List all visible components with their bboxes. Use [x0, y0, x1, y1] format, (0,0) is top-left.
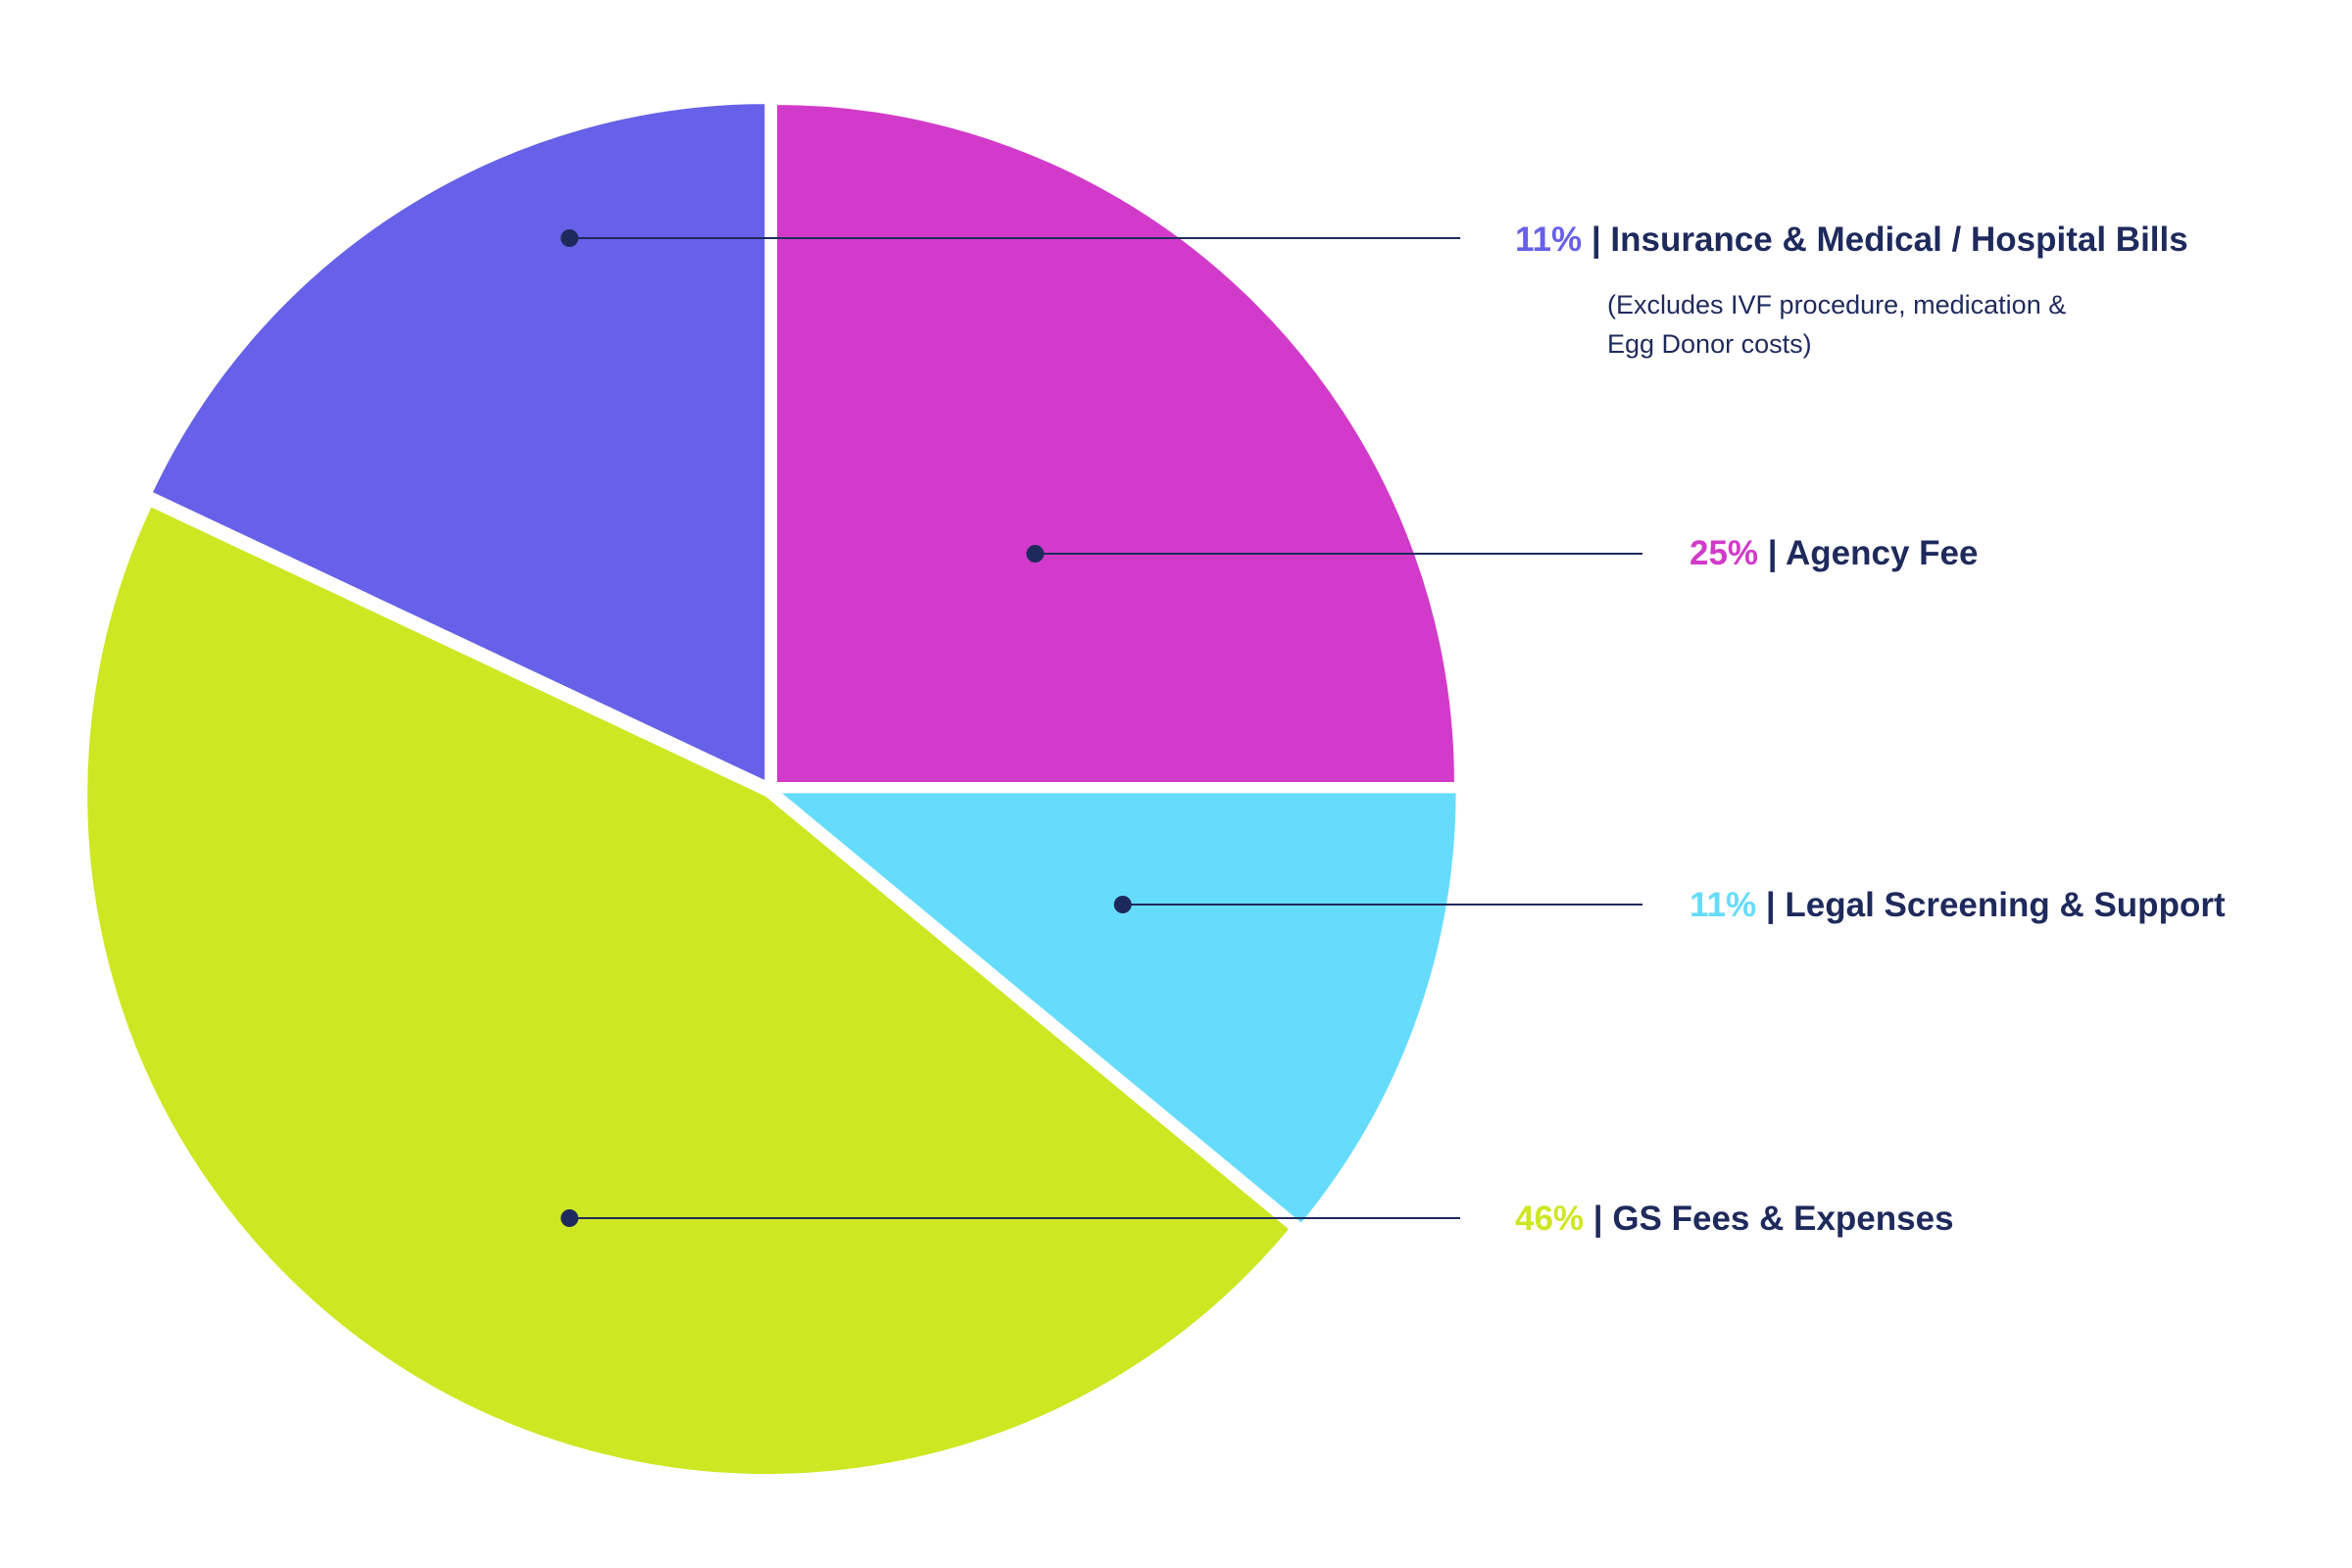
- name-insurance: Insurance & Medical / Hospital Bills: [1610, 220, 2187, 259]
- name-gs-fees: GS Fees & Expenses: [1612, 1200, 1953, 1238]
- label-legal: 11% | Legal Screening & Support: [1690, 886, 2226, 924]
- label-insurance-text: 11% | Insurance & Medical / Hospital Bil…: [1515, 220, 2188, 259]
- label-agency-fee: 25% | Agency Fee: [1690, 534, 1978, 572]
- pie-slice-gs-fees: [83, 502, 1295, 1478]
- note-insurance-line-2: Egg Donor costs): [1607, 329, 1812, 359]
- note-insurance-line-1: (Excludes IVF procedure, medication &: [1607, 290, 2066, 319]
- pct-gs-fees: 46%: [1515, 1200, 1584, 1238]
- label-gs-fees: 46% | GS Fees & Expenses: [1515, 1200, 1954, 1238]
- leader-lines: [561, 229, 1642, 1227]
- sep-gs-fees: |: [1584, 1200, 1612, 1238]
- pie-slice-insurance: [147, 100, 769, 787]
- leader-dot-legal: [1113, 896, 1132, 913]
- sep-legal: |: [1756, 886, 1785, 924]
- label-agency-fee-text: 25% | Agency Fee: [1690, 534, 1978, 572]
- leader-dot-agency-fee: [1026, 545, 1045, 563]
- pct-agency-fee: 25%: [1690, 534, 1758, 572]
- label-legal-text: 11% | Legal Screening & Support: [1690, 886, 2226, 924]
- pct-insurance: 11%: [1515, 220, 1582, 259]
- label-gs-fees-text: 46% | GS Fees & Expenses: [1515, 1200, 1954, 1238]
- label-insurance: 11% | Insurance & Medical / Hospital Bil…: [1515, 220, 2188, 359]
- sep-agency-fee: |: [1758, 534, 1786, 572]
- pie-slices: [83, 100, 1460, 1478]
- name-agency-fee: Agency Fee: [1786, 534, 1978, 572]
- leader-dot-insurance: [561, 229, 579, 247]
- name-legal: Legal Screening & Support: [1785, 886, 2226, 924]
- sep-insurance: |: [1582, 220, 1610, 259]
- pie-slice-agency-fee: [772, 101, 1458, 787]
- leader-dot-gs-fees: [561, 1209, 579, 1227]
- pie-slice-legal: [771, 789, 1460, 1229]
- pct-legal: 11%: [1690, 886, 1756, 924]
